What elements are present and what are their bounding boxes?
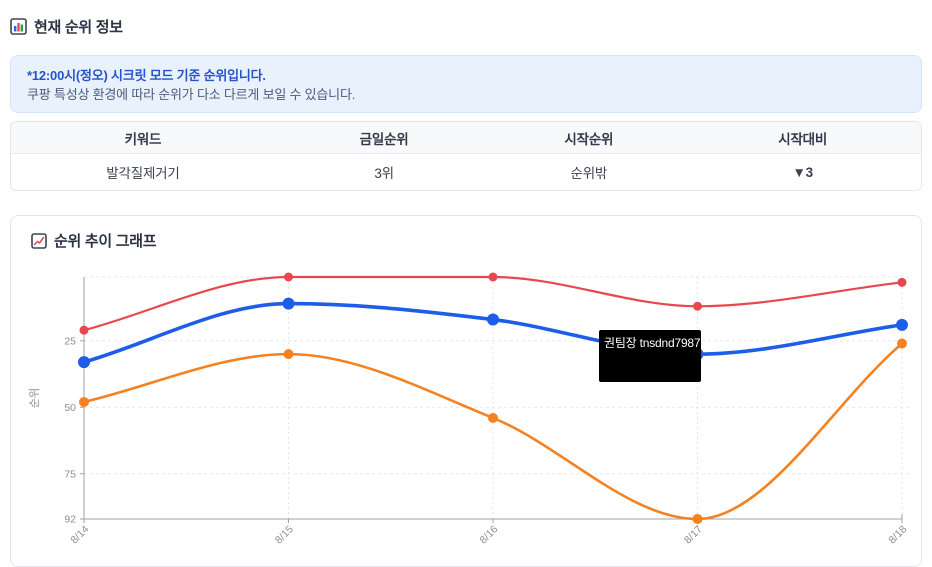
rank-table: 키워드 금일순위 시작순위 시작대비 발각질제거기 3위 순위밖 ▼3: [10, 121, 922, 191]
svg-text:8/18: 8/18: [886, 523, 909, 546]
col-header-today-rank: 금일순위: [274, 122, 494, 154]
notice-primary-text: *12:00시(정오) 시크릿 모드 기준 순위입니다.: [27, 68, 266, 83]
svg-text:순위: 순위: [28, 388, 41, 408]
section-title-trend-graph: 순위 추이 그래프: [54, 233, 157, 250]
line-chart-icon: [31, 232, 47, 249]
trend-graph-header: 순위 추이 그래프: [31, 230, 157, 251]
bar-chart-icon: [10, 18, 27, 35]
notice-box: *12:00시(정오) 시크릿 모드 기준 순위입니다. 쿠팡 특성상 환경에 …: [10, 55, 922, 113]
chart-card: 순위 추이 그래프 25 50 75 92 8/14 8/15 8/16 8/17 8/18 순위…: [10, 215, 922, 567]
tooltip-label: 권팀장 tnsdnd7987: [604, 336, 701, 350]
current-rank-header: 현재 순위 정보: [10, 16, 123, 37]
svg-text:8/14: 8/14: [68, 523, 91, 546]
table-row: 발각질제거기 3위 순위밖 ▼3: [11, 154, 921, 190]
col-header-keyword: 키워드: [11, 122, 275, 154]
svg-text:25: 25: [64, 335, 76, 347]
svg-text:92: 92: [64, 514, 76, 526]
svg-text:8/15: 8/15: [273, 523, 296, 546]
section-title-current-rank: 현재 순위 정보: [34, 19, 123, 36]
cell-today-rank: 3위: [274, 154, 494, 190]
col-header-vs-start: 시작대비: [684, 122, 921, 154]
svg-text:75: 75: [64, 468, 76, 480]
cell-start-rank: 순위밖: [493, 154, 685, 190]
col-header-start-rank: 시작순위: [493, 122, 685, 154]
rank-trend-chart[interactable]: 25 50 75 928/14 8/15 8/16 8/17 8/18 순위: [11, 216, 923, 567]
svg-text:8/16: 8/16: [477, 523, 500, 546]
svg-text:50: 50: [64, 402, 76, 414]
notice-secondary-text: 쿠팡 특성상 환경에 따라 순위가 다소 다르게 보일 수 있습니다.: [27, 87, 356, 102]
cell-vs-start: ▼3: [684, 154, 921, 190]
cell-keyword: 발각질제거기: [11, 154, 275, 190]
chart-tooltip: 권팀장 tnsdnd7987: [599, 330, 701, 382]
svg-text:8/17: 8/17: [682, 523, 705, 546]
table-header-row: 키워드 금일순위 시작순위 시작대비: [11, 122, 921, 154]
